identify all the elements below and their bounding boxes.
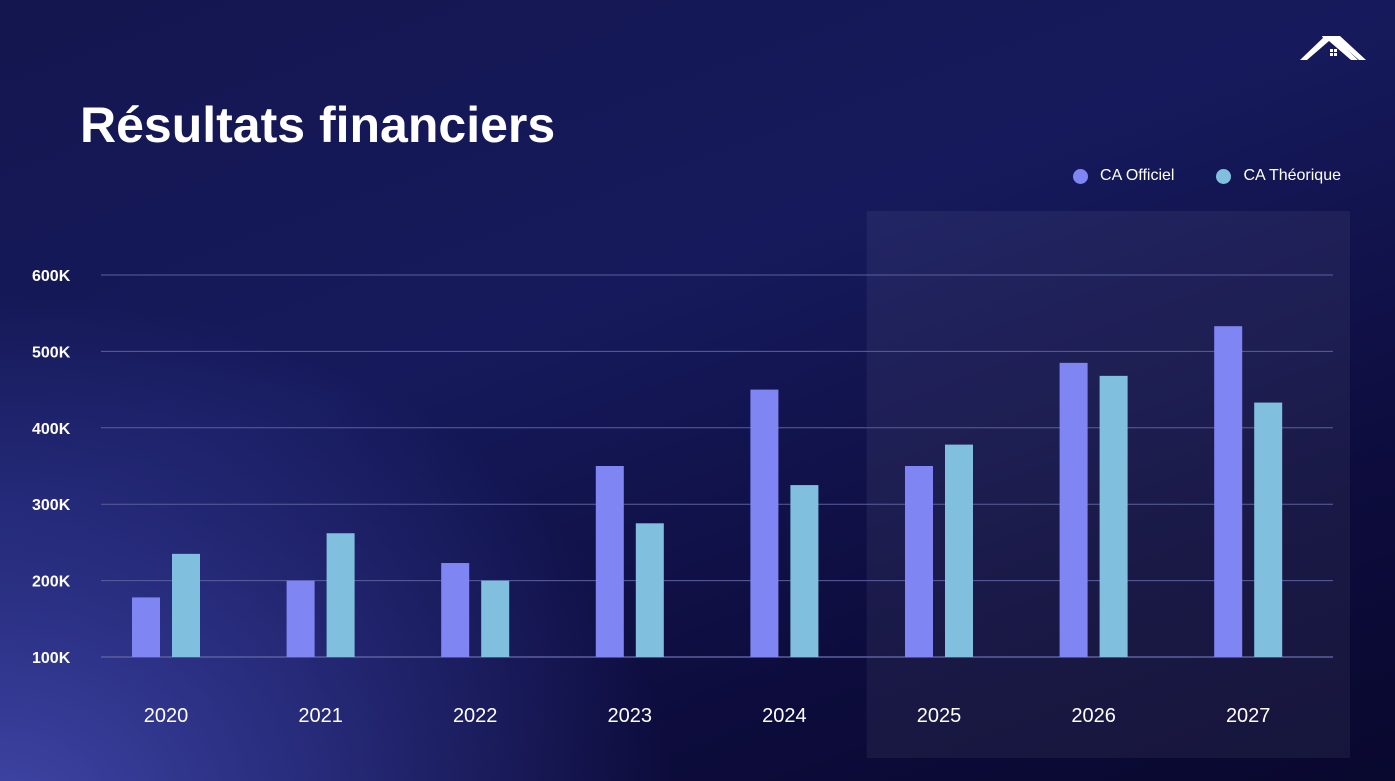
bar-ca-officiel <box>905 466 933 657</box>
bar-ca-officiel <box>1059 362 1088 657</box>
bar-ca-officiel <box>750 389 779 657</box>
bar-ca-theorique <box>790 485 819 657</box>
x-tick-label: 2025 <box>917 705 962 727</box>
legend-swatch-theoretical <box>1216 168 1232 184</box>
y-tick-label: 300K <box>32 497 71 514</box>
chart-legend: CA Officiel CA Théorique <box>1073 167 1341 185</box>
bar-ca-theorique <box>635 523 664 657</box>
bar-ca-officiel <box>286 580 315 657</box>
bar-ca-theorique <box>481 580 510 657</box>
y-tick-label: 400K <box>32 421 71 438</box>
bar-ca-officiel <box>441 563 470 657</box>
legend-swatch-official <box>1073 168 1089 184</box>
bar-ca-theorique <box>326 533 355 657</box>
x-tick-label: 2024 <box>762 705 807 727</box>
bar-ca-officiel <box>132 597 160 657</box>
x-tick-label: 2026 <box>1071 705 1116 727</box>
y-tick-label: 500K <box>32 344 71 361</box>
x-tick-label: 2021 <box>298 705 343 727</box>
bar-ca-officiel <box>595 466 624 657</box>
legend-label-official: CA Officiel <box>1100 167 1175 184</box>
legend-item-theoretical: CA Théorique <box>1216 167 1341 185</box>
x-tick-label: 2027 <box>1226 705 1271 727</box>
page-title: Résultats financiers <box>80 97 556 153</box>
y-tick-label: 100K <box>32 650 71 667</box>
x-tick-label: 2022 <box>453 705 498 727</box>
bar-ca-theorique <box>945 444 973 657</box>
y-tick-label: 200K <box>32 574 71 591</box>
bar-ca-theorique <box>1254 402 1283 657</box>
y-tick-label: 600K <box>32 268 71 285</box>
bar-ca-officiel <box>1214 326 1243 657</box>
legend-item-official: CA Officiel <box>1073 167 1174 185</box>
x-tick-label: 2020 <box>144 705 189 727</box>
house-roof-logo-icon <box>1300 36 1366 60</box>
legend-label-theoretical: CA Théorique <box>1243 167 1341 184</box>
x-tick-label: 2023 <box>608 705 653 727</box>
bar-ca-theorique <box>1099 375 1128 657</box>
bar-ca-theorique <box>172 553 200 657</box>
